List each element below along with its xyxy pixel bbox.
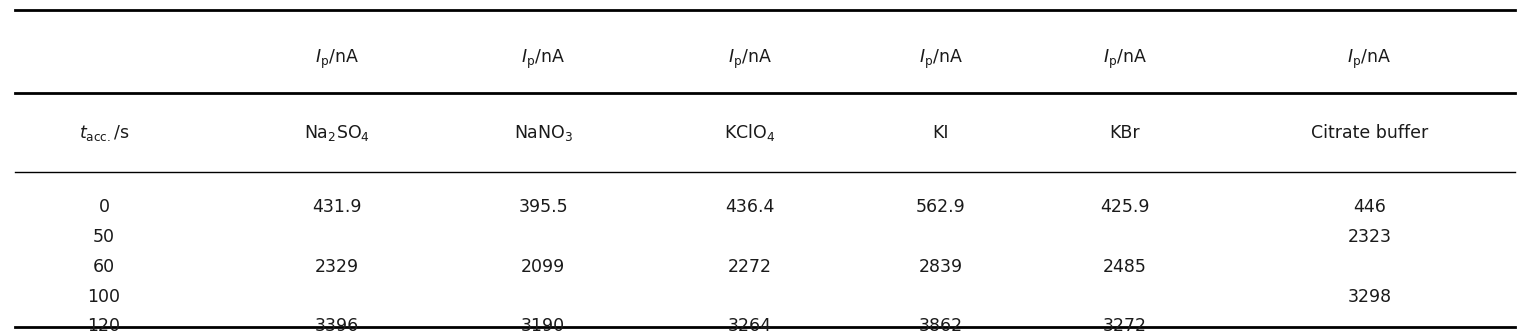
Text: 3272: 3272 <box>1103 317 1146 335</box>
Text: 2323: 2323 <box>1348 228 1391 246</box>
Text: 3298: 3298 <box>1348 288 1391 306</box>
Text: 431.9: 431.9 <box>312 198 361 216</box>
Text: 395.5: 395.5 <box>519 198 568 216</box>
Text: 3190: 3190 <box>522 317 565 335</box>
Text: 2839: 2839 <box>920 258 962 276</box>
Text: 2485: 2485 <box>1103 258 1146 276</box>
Text: 2329: 2329 <box>315 258 358 276</box>
Text: 120: 120 <box>87 317 121 335</box>
Text: 2099: 2099 <box>522 258 565 276</box>
Text: 3862: 3862 <box>920 317 962 335</box>
Text: 3264: 3264 <box>728 317 771 335</box>
Text: $I_\mathrm{p}$/nA: $I_\mathrm{p}$/nA <box>1348 48 1391 71</box>
Text: KClO$_4$: KClO$_4$ <box>724 122 776 143</box>
Text: 425.9: 425.9 <box>1100 198 1149 216</box>
Text: NaNO$_3$: NaNO$_3$ <box>514 123 572 143</box>
Text: 50: 50 <box>93 228 115 246</box>
Text: 3396: 3396 <box>315 317 358 335</box>
Text: Na$_2$SO$_4$: Na$_2$SO$_4$ <box>303 123 370 143</box>
Text: 60: 60 <box>93 258 115 276</box>
Text: 100: 100 <box>87 288 121 306</box>
Text: 436.4: 436.4 <box>725 198 774 216</box>
Text: 562.9: 562.9 <box>916 198 965 216</box>
Text: $I_\mathrm{p}$/nA: $I_\mathrm{p}$/nA <box>1103 48 1146 71</box>
Text: KBr: KBr <box>1109 124 1140 142</box>
Text: Citrate buffer: Citrate buffer <box>1311 124 1427 142</box>
Text: 0: 0 <box>98 198 110 216</box>
Text: $I_\mathrm{p}$/nA: $I_\mathrm{p}$/nA <box>315 48 358 71</box>
Text: $I_\mathrm{p}$/nA: $I_\mathrm{p}$/nA <box>728 48 771 71</box>
Text: $t_\mathrm{acc.}$/s: $t_\mathrm{acc.}$/s <box>80 123 129 143</box>
Text: KI: KI <box>933 124 949 142</box>
Text: $I_\mathrm{p}$/nA: $I_\mathrm{p}$/nA <box>920 48 962 71</box>
Text: $I_\mathrm{p}$/nA: $I_\mathrm{p}$/nA <box>522 48 565 71</box>
Text: 446: 446 <box>1353 198 1386 216</box>
Text: 2272: 2272 <box>728 258 771 276</box>
